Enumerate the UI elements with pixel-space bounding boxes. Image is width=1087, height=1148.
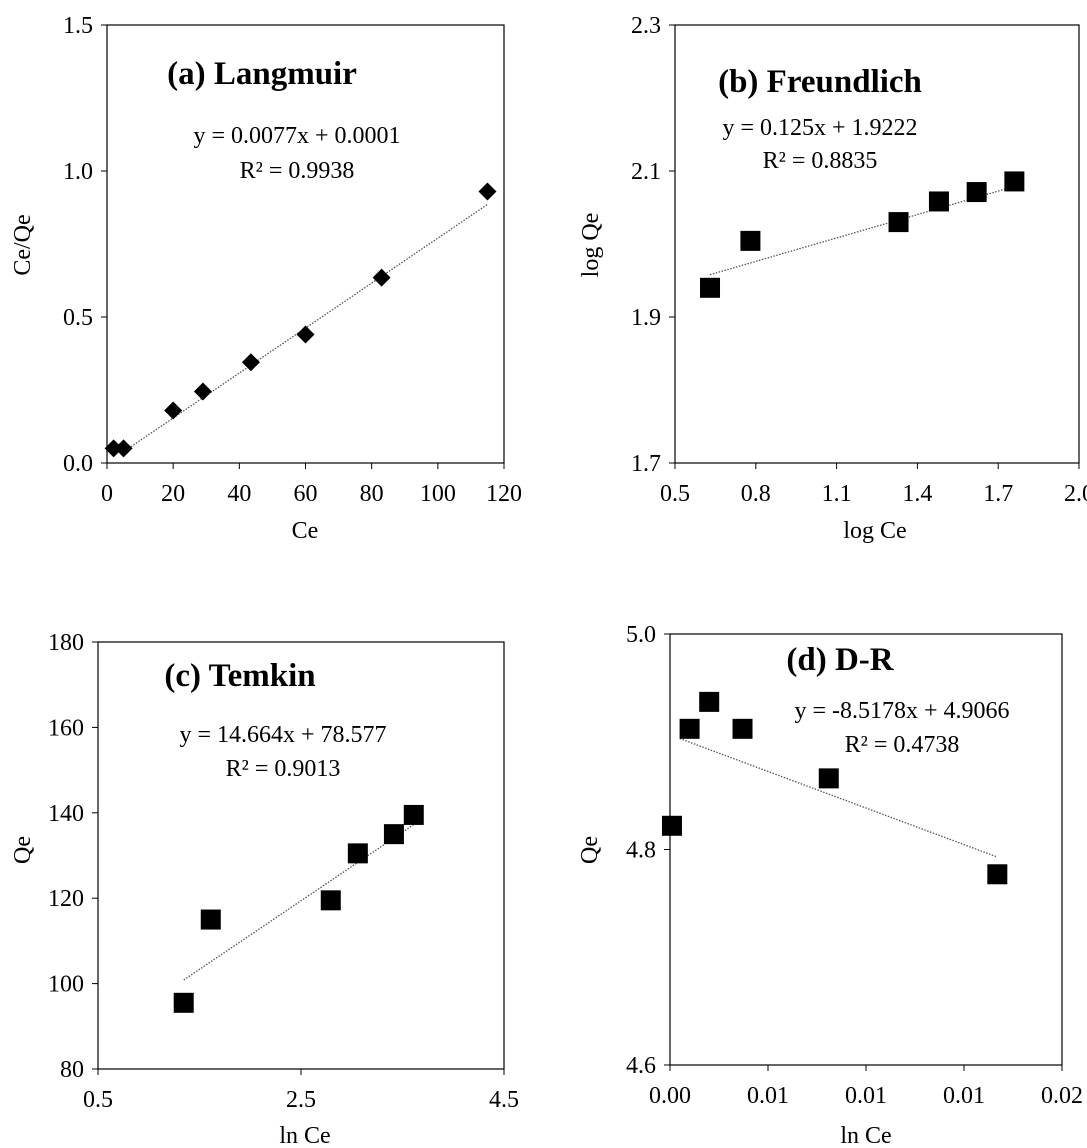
freundlich-y-axis-label: log Qe bbox=[578, 213, 604, 278]
freundlich-x-tick-label: 1.1 bbox=[822, 481, 852, 507]
temkin-data-point bbox=[320, 890, 341, 911]
dr-data-point bbox=[987, 864, 1008, 885]
dr-data-point bbox=[679, 718, 700, 739]
temkin-y-tick-label: 100 bbox=[48, 972, 84, 998]
langmuir-data-point bbox=[478, 182, 497, 201]
langmuir-regression-equation: y = 0.0077x + 0.0001 bbox=[193, 123, 400, 149]
temkin-data-point bbox=[403, 804, 424, 825]
freundlich-data-point bbox=[1004, 171, 1025, 192]
langmuir-x-tick-label: 40 bbox=[227, 481, 251, 507]
dr-x-axis-label: ln Ce bbox=[840, 1123, 891, 1148]
temkin-x-tick-label: 4.5 bbox=[489, 1087, 519, 1113]
freundlich-data-point bbox=[700, 277, 721, 298]
langmuir-data-point bbox=[372, 268, 391, 287]
freundlich-r-squared: R² = 0.8835 bbox=[763, 148, 878, 174]
freundlich-data-point bbox=[966, 182, 987, 203]
dr-data-point bbox=[699, 691, 720, 712]
dr-y-tick-label: 4.8 bbox=[626, 838, 656, 864]
langmuir-r-squared: R² = 0.9938 bbox=[240, 158, 355, 184]
freundlich-x-tick-label: 2.0 bbox=[1064, 481, 1087, 507]
freundlich-plot-frame bbox=[674, 24, 1080, 464]
dr-x-tick-label: 0.00 bbox=[649, 1083, 691, 1109]
temkin-plot-frame bbox=[97, 641, 505, 1070]
langmuir-x-tick-label: 120 bbox=[486, 481, 522, 507]
dr-data-point bbox=[818, 768, 839, 789]
freundlich-data-point bbox=[928, 191, 949, 212]
temkin-y-tick-label: 140 bbox=[48, 801, 84, 827]
freundlich-y-tick-label: 1.7 bbox=[631, 451, 661, 477]
temkin-x-axis-label: ln Ce bbox=[279, 1123, 330, 1148]
freundlich-x-axis-label: log Ce bbox=[843, 518, 906, 544]
langmuir-data-point bbox=[114, 439, 133, 458]
freundlich-data-point bbox=[740, 230, 761, 251]
temkin-y-tick-label: 80 bbox=[60, 1057, 84, 1083]
freundlich-y-tick-label: 1.9 bbox=[631, 305, 661, 331]
langmuir-x-tick-label: 60 bbox=[294, 481, 318, 507]
langmuir-y-axis-label: Ce/Qe bbox=[10, 214, 36, 275]
dr-r-squared: R² = 0.4738 bbox=[845, 732, 960, 758]
dr-x-tick-label: 0.01 bbox=[943, 1083, 985, 1109]
langmuir-y-tick-label: 0.5 bbox=[63, 305, 93, 331]
langmuir-panel-title: (a) Langmuir bbox=[167, 56, 357, 92]
temkin-data-point bbox=[383, 824, 404, 845]
freundlich-x-tick-label: 0.5 bbox=[660, 481, 690, 507]
dr-y-tick-label: 4.6 bbox=[626, 1053, 656, 1079]
temkin-y-tick-label: 120 bbox=[48, 886, 84, 912]
temkin-data-point bbox=[347, 843, 368, 864]
temkin-trendline bbox=[183, 824, 415, 981]
freundlich-x-tick-label: 1.4 bbox=[902, 481, 932, 507]
temkin-y-tick-label: 180 bbox=[48, 630, 84, 656]
freundlich-data-point bbox=[888, 212, 909, 233]
dr-y-tick-label: 5.0 bbox=[626, 622, 656, 648]
dr-y-axis-label: Qe bbox=[577, 836, 603, 864]
langmuir-data-point bbox=[296, 325, 315, 344]
temkin-data-point bbox=[173, 992, 194, 1013]
dr-x-tick-label: 0.01 bbox=[747, 1083, 789, 1109]
temkin-r-squared: R² = 0.9013 bbox=[226, 756, 341, 782]
freundlich-regression-equation: y = 0.125x + 1.9222 bbox=[722, 115, 917, 141]
temkin-x-tick-label: 0.5 bbox=[83, 1087, 113, 1113]
freundlich-y-tick-label: 2.1 bbox=[631, 159, 661, 185]
freundlich-x-tick-label: 0.8 bbox=[741, 481, 771, 507]
freundlich-panel-title: (b) Freundlich bbox=[718, 64, 922, 100]
temkin-y-tick-label: 160 bbox=[48, 715, 84, 741]
temkin-regression-equation: y = 14.664x + 78.577 bbox=[179, 722, 386, 748]
dr-x-tick-label: 0.02 bbox=[1041, 1083, 1083, 1109]
dr-regression-equation: y = -8.5178x + 4.9066 bbox=[794, 698, 1009, 724]
temkin-data-point bbox=[200, 909, 221, 930]
temkin-x-tick-label: 2.5 bbox=[286, 1087, 316, 1113]
langmuir-data-point bbox=[104, 439, 123, 458]
freundlich-y-tick-label: 2.3 bbox=[631, 13, 661, 39]
langmuir-x-axis-label: Ce bbox=[292, 518, 319, 544]
langmuir-data-point bbox=[241, 353, 260, 372]
temkin-y-axis-label: Qe bbox=[10, 836, 36, 864]
temkin-panel-title: (c) Temkin bbox=[164, 658, 315, 694]
langmuir-x-tick-label: 0 bbox=[101, 481, 113, 507]
langmuir-x-tick-label: 100 bbox=[420, 481, 456, 507]
dr-data-point bbox=[732, 718, 753, 739]
langmuir-y-tick-label: 1.0 bbox=[63, 159, 93, 185]
dr-data-point bbox=[661, 815, 682, 836]
dr-x-tick-label: 0.01 bbox=[845, 1083, 887, 1109]
dr-panel-title: (d) D-R bbox=[786, 642, 894, 678]
dr-trendline bbox=[679, 737, 998, 858]
langmuir-x-tick-label: 80 bbox=[360, 481, 384, 507]
freundlich-trendline bbox=[709, 185, 1015, 276]
langmuir-data-point bbox=[164, 401, 183, 420]
freundlich-x-tick-label: 1.7 bbox=[983, 481, 1013, 507]
langmuir-y-tick-label: 0.0 bbox=[63, 451, 93, 477]
langmuir-data-point bbox=[193, 382, 212, 401]
langmuir-x-tick-label: 20 bbox=[161, 481, 185, 507]
langmuir-y-tick-label: 1.5 bbox=[63, 13, 93, 39]
